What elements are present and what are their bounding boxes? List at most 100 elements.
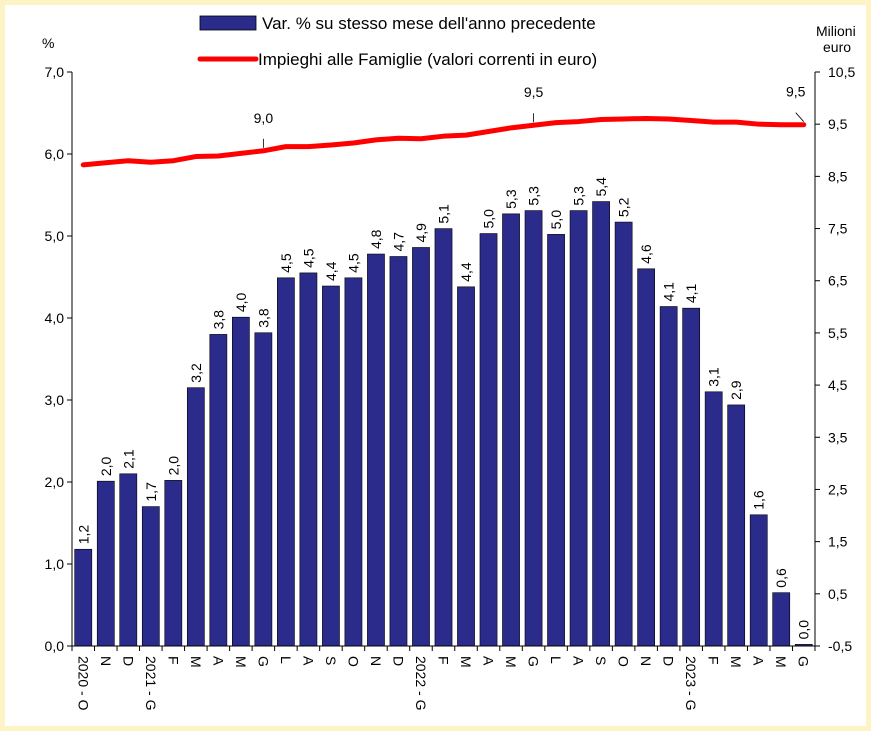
bar-data-label: 2,1 bbox=[120, 449, 136, 469]
bar-data-label: 5,4 bbox=[593, 177, 609, 197]
line-series: 9,0 9,5 9,5 bbox=[80, 84, 807, 168]
bar-data-label: 3,8 bbox=[210, 310, 226, 330]
bar-data-label: 4,5 bbox=[345, 253, 361, 273]
bar bbox=[141, 506, 160, 647]
x-tick-label: M bbox=[503, 656, 519, 668]
x-tick-label: D bbox=[661, 656, 677, 666]
bar-data-label: 1,2 bbox=[75, 525, 91, 545]
right-tick-label: 1,5 bbox=[828, 534, 848, 550]
right-tick-label: 7,5 bbox=[828, 221, 848, 237]
bar-data-label: 5,3 bbox=[526, 186, 542, 206]
right-tick-label: 6,5 bbox=[828, 273, 848, 289]
bar-data-label: 4,5 bbox=[300, 248, 316, 268]
bar-data-label: 4,1 bbox=[661, 282, 677, 302]
x-tick-label: A bbox=[210, 656, 226, 666]
bar-data-label: 0,0 bbox=[796, 620, 812, 640]
bar bbox=[164, 480, 183, 647]
bar-data-label: 2,0 bbox=[165, 456, 181, 476]
bar-data-label: 5,0 bbox=[481, 209, 497, 229]
bar bbox=[682, 307, 701, 647]
x-tick-label: F bbox=[165, 656, 181, 665]
bar-data-label: 1,7 bbox=[143, 482, 159, 502]
bar bbox=[344, 277, 363, 647]
bar-data-label: 0,6 bbox=[773, 568, 789, 588]
x-tick-label: A bbox=[571, 656, 587, 666]
bar bbox=[457, 286, 475, 647]
x-tick-label: 2021 - G bbox=[143, 656, 159, 710]
x-tick-label: F bbox=[706, 656, 722, 665]
left-tick-label: 3,0 bbox=[45, 392, 65, 408]
bar-data-label: 3,1 bbox=[706, 367, 722, 387]
line-annotation-label: 9,0 bbox=[254, 110, 274, 126]
line-path bbox=[80, 115, 807, 168]
bar bbox=[322, 285, 340, 647]
x-tick-label: 2022 - G bbox=[413, 656, 429, 710]
x-tick-label: F bbox=[436, 656, 452, 665]
x-tick-label: A bbox=[751, 656, 767, 666]
right-tick-label: 9,5 bbox=[828, 116, 848, 132]
x-tick-label: G bbox=[796, 656, 812, 667]
right-tick-label: 8,5 bbox=[828, 168, 848, 184]
x-tick-label: M bbox=[773, 656, 789, 668]
right-tick-label: 2,5 bbox=[828, 481, 848, 497]
x-tick-label: M bbox=[728, 656, 744, 668]
bar-data-label: 2,0 bbox=[98, 457, 114, 477]
line-annotation-label: 9,5 bbox=[786, 84, 806, 100]
left-tick-label: 2,0 bbox=[45, 474, 65, 490]
x-tick-label: M bbox=[458, 656, 474, 668]
bar bbox=[186, 387, 205, 647]
x-tick-label: N bbox=[638, 656, 654, 666]
bar bbox=[277, 277, 295, 647]
bar bbox=[749, 514, 768, 647]
x-tick-label: D bbox=[120, 656, 136, 666]
line-annotation-label: 9,5 bbox=[524, 84, 544, 100]
left-tick-label: 4,0 bbox=[45, 310, 65, 326]
bar-series bbox=[74, 201, 813, 647]
x-tick-label: M bbox=[233, 656, 249, 668]
right-tick-label: -0,5 bbox=[828, 638, 852, 654]
bar bbox=[704, 391, 723, 647]
x-tick-label: A bbox=[300, 656, 316, 666]
bar bbox=[299, 272, 318, 647]
bar bbox=[772, 592, 791, 647]
x-tick-label: O bbox=[345, 656, 361, 667]
bar-data-label: 5,0 bbox=[548, 210, 564, 230]
bar-data-label: 4,4 bbox=[323, 261, 339, 281]
bar-data-label: 2,9 bbox=[728, 380, 744, 400]
x-tick-label: D bbox=[390, 656, 406, 666]
bar bbox=[74, 548, 93, 647]
x-tick-label: G bbox=[526, 656, 542, 667]
x-tick-label: S bbox=[593, 656, 609, 665]
bar-data-label: 1,6 bbox=[751, 490, 767, 510]
bar bbox=[367, 253, 385, 647]
bar-data-label: 3,8 bbox=[255, 308, 271, 328]
bar bbox=[502, 213, 520, 647]
bar-data-label: 4,6 bbox=[638, 244, 654, 264]
bar bbox=[659, 306, 678, 647]
bar-data-label: 4,5 bbox=[278, 253, 294, 273]
bar bbox=[232, 316, 250, 647]
left-tick-label: 5,0 bbox=[45, 228, 65, 244]
x-tick-label: L bbox=[548, 656, 564, 664]
bar bbox=[96, 480, 115, 647]
x-tick-label: O bbox=[616, 656, 632, 667]
right-tick-label: 4,5 bbox=[828, 377, 848, 393]
x-tick-label: N bbox=[368, 656, 384, 666]
bar bbox=[524, 210, 543, 647]
bar bbox=[389, 256, 408, 647]
left-tick-label: 7,0 bbox=[45, 64, 65, 80]
bar-data-label: 4,1 bbox=[683, 283, 699, 303]
bar bbox=[637, 268, 655, 647]
x-tick-label: A bbox=[481, 656, 497, 666]
left-tick-label: 6,0 bbox=[45, 146, 65, 162]
bar bbox=[592, 201, 610, 647]
right-tick-label: 5,5 bbox=[828, 325, 848, 341]
right-tick-label: 3,5 bbox=[828, 429, 848, 445]
bar bbox=[254, 332, 273, 647]
legend-bar-label: Var. % su stesso mese dell'anno preceden… bbox=[262, 14, 596, 33]
x-tick-label: S bbox=[323, 656, 339, 665]
left-axis-title: % bbox=[42, 35, 54, 51]
bar bbox=[209, 334, 228, 647]
bar-data-label: 5,3 bbox=[571, 186, 587, 206]
legend-bar-swatch bbox=[199, 15, 257, 31]
